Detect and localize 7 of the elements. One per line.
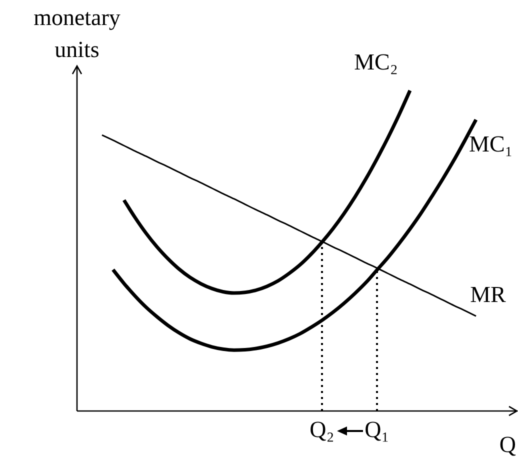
series-label: MR bbox=[470, 282, 507, 308]
x-axis-title: Q bbox=[499, 432, 516, 457]
series-label: MC₂ bbox=[354, 50, 398, 74]
x-tick-label: Q₂ bbox=[310, 417, 334, 442]
y-axis-title: monetary units bbox=[34, 5, 121, 62]
x-tick-label: Q₁ bbox=[364, 417, 390, 442]
series-label: MC₁ bbox=[469, 132, 513, 157]
